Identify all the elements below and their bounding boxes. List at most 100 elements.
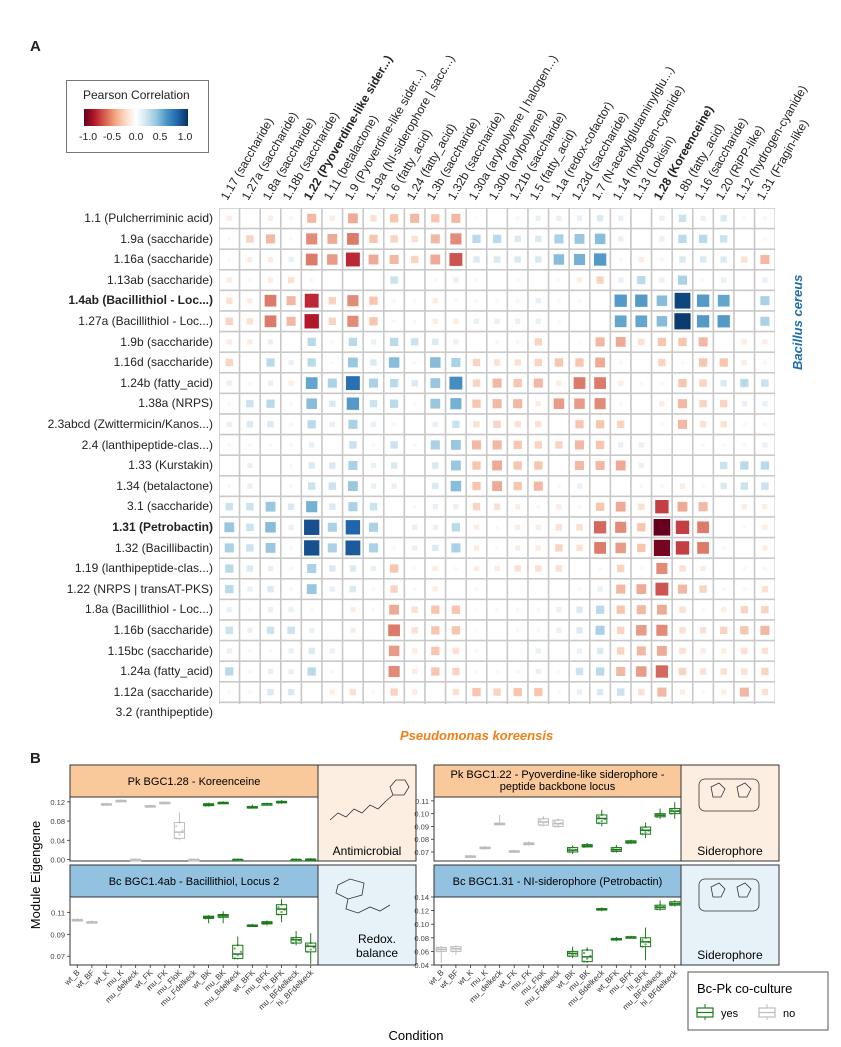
correlation-square <box>226 339 232 345</box>
correlation-square <box>390 688 398 696</box>
correlation-square <box>430 234 440 244</box>
correlation-square <box>496 588 499 591</box>
correlation-square <box>615 460 626 471</box>
correlation-square <box>304 540 320 556</box>
correlation-square <box>226 648 232 654</box>
correlation-square <box>430 440 440 450</box>
correlation-square <box>595 357 606 368</box>
correlation-square <box>721 443 726 447</box>
facet-panel: Pk BGC1.28 - Koreenceine Antimicrobial 0.0… <box>50 764 417 865</box>
correlation-square <box>331 443 334 446</box>
structure-label: Siderophore <box>697 844 763 858</box>
correlation-square <box>267 256 274 263</box>
correlation-square <box>248 669 252 674</box>
correlation-square <box>615 336 626 347</box>
box-mu_FloK <box>173 812 186 841</box>
correlation-square <box>742 525 747 530</box>
correlation-square <box>513 461 522 470</box>
correlation-square <box>349 441 357 449</box>
correlation-square <box>474 607 479 612</box>
correlation-square <box>309 442 315 448</box>
correlation-square <box>410 255 419 264</box>
correlation-square <box>412 587 417 591</box>
box-mu_BK <box>217 911 229 924</box>
correlation-square <box>268 443 273 447</box>
correlation-square <box>474 587 479 591</box>
correlation-square <box>762 339 768 345</box>
correlation-square <box>677 399 688 409</box>
correlation-square <box>638 503 645 510</box>
correlation-square <box>636 584 647 595</box>
correlation-square <box>740 605 749 614</box>
heatmap-cell <box>424 701 447 704</box>
legend-tick: -1.0 <box>78 131 98 143</box>
correlation-square <box>596 215 604 222</box>
correlation-square <box>742 443 747 447</box>
correlation-square <box>351 649 354 652</box>
structure-label: Antimicrobial <box>333 844 402 858</box>
correlation-square <box>595 502 605 511</box>
correlation-square <box>391 483 397 489</box>
correlation-square <box>615 501 626 512</box>
correlation-square <box>721 607 727 613</box>
correlation-square <box>535 421 542 428</box>
correlation-square <box>616 647 625 655</box>
correlation-square <box>248 361 251 364</box>
correlation-square <box>368 522 379 532</box>
correlation-square <box>307 667 316 676</box>
row-label: 1.31 (Petrobactin) <box>112 520 213 534</box>
correlation-square <box>553 254 565 265</box>
correlation-square <box>721 277 727 283</box>
correlation-square <box>619 485 622 488</box>
correlation-square <box>637 543 646 553</box>
correlation-square <box>346 397 360 410</box>
correlation-square <box>555 544 563 552</box>
heatmap-cell <box>362 701 385 704</box>
correlation-square <box>554 234 564 244</box>
y-tick-label: 0.07 <box>414 848 429 857</box>
correlation-square <box>329 462 336 469</box>
correlation-square <box>595 605 605 614</box>
box-mu_K <box>115 799 127 803</box>
correlation-square <box>287 626 295 635</box>
correlation-square <box>515 524 521 530</box>
correlation-square <box>472 379 481 387</box>
correlation-square <box>677 584 688 594</box>
correlation-square <box>246 502 254 511</box>
box-mu_BFK <box>261 802 273 806</box>
correlation-square <box>636 605 646 615</box>
correlation-square <box>267 277 274 283</box>
correlation-square <box>329 503 336 510</box>
correlation-square <box>349 565 357 572</box>
y-tick-label: 0.08 <box>414 835 429 844</box>
correlation-square <box>555 565 563 572</box>
correlation-square <box>762 545 768 551</box>
row-label: 2.4 (lanthipeptide-clas...) <box>81 437 213 452</box>
y-tick-label: 0.09 <box>50 930 65 939</box>
correlation-square <box>246 565 254 572</box>
correlation-square <box>454 298 458 303</box>
correlation-square <box>449 253 463 266</box>
box-hi_BFdelkeck <box>669 802 681 819</box>
correlation-square <box>495 298 499 303</box>
correlation-square <box>495 340 499 344</box>
correlation-square <box>681 443 684 446</box>
legend-tick: 0.0 <box>128 131 144 143</box>
correlation-square <box>451 605 461 614</box>
correlation-square <box>451 523 461 532</box>
correlation-square <box>390 462 398 469</box>
correlation-square <box>640 237 643 240</box>
correlation-square <box>660 484 664 488</box>
correlation-square <box>760 296 770 306</box>
correlation-square <box>557 319 561 324</box>
box-wt_BFK <box>610 937 622 942</box>
correlation-square <box>308 462 315 469</box>
box-wt_FK <box>508 849 520 854</box>
row-label: 1.12a (saccharide) <box>113 684 213 699</box>
correlation-square <box>616 584 626 594</box>
facet-panel: Bc BGC1.31 - NI-siderophore (Petrobactin… <box>414 864 780 1012</box>
heatmap-cell <box>609 701 632 704</box>
correlation-square <box>392 298 396 303</box>
structure-label: Siderophore <box>697 948 763 962</box>
correlation-square <box>349 688 357 696</box>
